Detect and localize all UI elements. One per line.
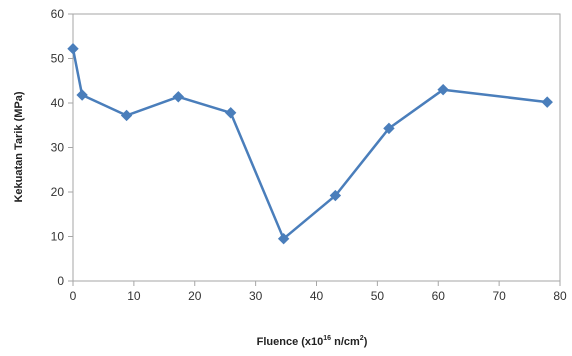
x-axis-title-post: ) [364, 336, 368, 348]
x-axis-title-mid: n/cm [331, 336, 360, 348]
data-point-marker [383, 122, 395, 135]
y-tick-label: 20 [51, 185, 65, 199]
x-tick-label: 30 [249, 289, 263, 303]
x-tick-label: 80 [553, 289, 567, 303]
x-axis-title: Fluence (x1016 n/cm2) [257, 335, 368, 348]
plot-frame [72, 13, 561, 282]
y-tick-label: 50 [51, 52, 65, 66]
plot-border [72, 13, 561, 282]
y-tick-label: 30 [51, 141, 65, 155]
y-tick-label: 10 [51, 230, 65, 244]
x-axis-title-unit-exponent: 2 [360, 335, 364, 342]
x-tick-label: 0 [70, 289, 77, 303]
x-axis-ticks: 0 10 20 30 40 50 60 70 80 [70, 281, 567, 303]
data-point-marker [67, 43, 79, 55]
series-line [71, 48, 548, 240]
data-point-marker [76, 89, 88, 101]
data-point-marker [120, 109, 133, 122]
data-point-marker [437, 83, 449, 96]
x-tick-label: 20 [188, 289, 202, 303]
series-layer [67, 43, 553, 245]
data-point-marker [277, 233, 290, 245]
y-axis-ticks: 0 10 20 30 40 50 60 [51, 7, 73, 288]
data-point-marker [172, 91, 185, 103]
x-tick-label: 50 [371, 289, 385, 303]
x-tick-label: 40 [310, 289, 324, 303]
x-axis-title-exponent: 16 [323, 335, 331, 342]
data-point-marker [541, 96, 553, 108]
data-point-marker [224, 107, 237, 119]
data-point-marker [329, 189, 342, 202]
y-axis-title: Kekuatan Tarik (MPa) [13, 91, 25, 202]
x-tick-label: 70 [492, 289, 506, 303]
x-tick-label: 60 [432, 289, 446, 303]
y-tick-label: 40 [51, 96, 65, 110]
x-axis-title-pre: Fluence (x10 [257, 336, 324, 348]
y-tick-label: 0 [57, 274, 64, 288]
y-tick-label: 60 [51, 7, 65, 21]
x-tick-label: 10 [127, 289, 141, 303]
